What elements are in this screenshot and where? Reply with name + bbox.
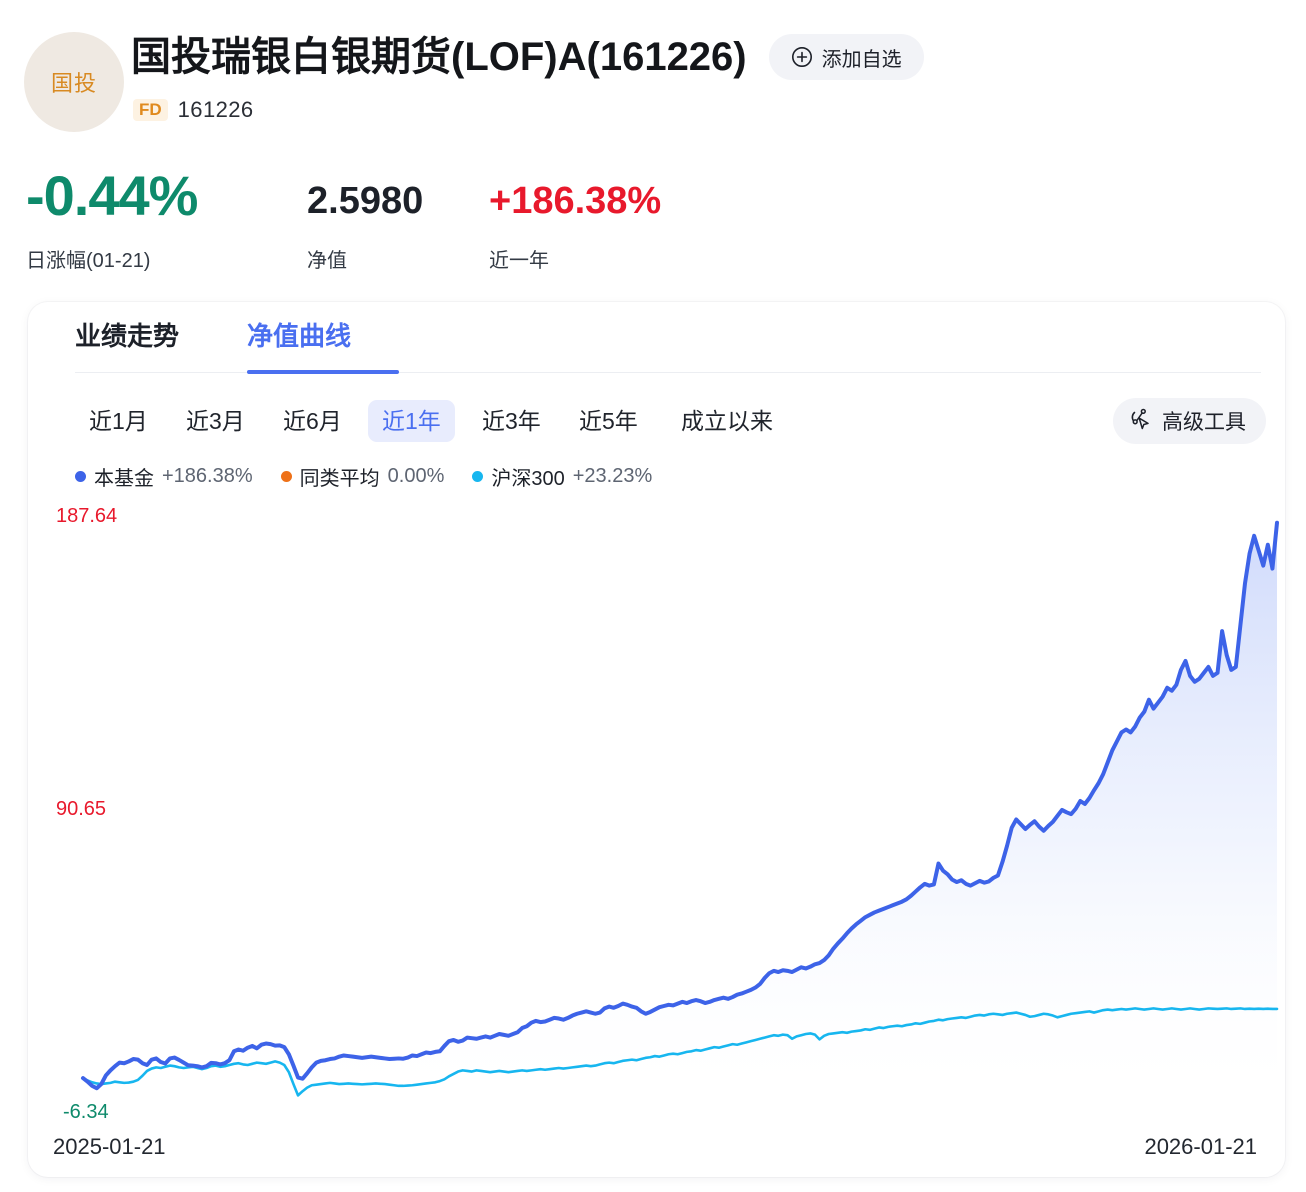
tab-performance-trend[interactable]: 业绩走势 (75, 321, 180, 351)
stat-one-year: +186.38% 近一年 (489, 182, 661, 273)
plus-circle-icon (791, 46, 813, 68)
legend-item-peer-average[interactable]: 同类平均 0.00% (280, 462, 445, 491)
period-3y[interactable]: 近3年 (482, 408, 541, 434)
key-stats: -0.44% 日涨幅(01-21) 2.5980 净值 +186.38% 近一年 (0, 160, 1306, 280)
advanced-tools-icon (1129, 406, 1153, 436)
stat-one-year-value: +186.38% (489, 180, 662, 222)
legend-item-csi300[interactable]: 沪深300 +23.23% (472, 462, 652, 491)
legend-item-fund[interactable]: 本基金 +186.38% (75, 462, 253, 491)
fund-area-fill (83, 522, 1277, 1097)
legend-value-peer-average: 0.00% (387, 465, 445, 487)
period-5y[interactable]: 近5年 (579, 408, 638, 434)
fund-company-avatar: 国投 (24, 32, 124, 132)
legend-dot-csi300 (472, 471, 484, 482)
y-axis-label-low: -6.34 (63, 1101, 109, 1123)
chart-legend: 本基金 +186.38% 同类平均 0.00% 沪深300 +23.23% (75, 462, 652, 491)
legend-value-fund: +186.38% (162, 465, 253, 487)
legend-label-peer-average: 同类平均 (299, 468, 380, 490)
legend-dot-fund (75, 471, 86, 482)
fund-code-row: FD 161226 (133, 97, 253, 123)
add-to-watchlist-button[interactable]: 添加自选 (768, 34, 924, 80)
page-title: 国投瑞银白银期货(LOF)A(161226) (131, 35, 747, 79)
page-header: 国投 国投瑞银白银期货(LOF)A(161226) 添加自选 FD 161226 (0, 0, 1306, 150)
x-axis-label-end: 2026-01-21 (1144, 1134, 1257, 1159)
csi300-line (81, 1007, 1279, 1097)
y-axis-label-high: 187.64 (56, 505, 118, 527)
advanced-tools-button[interactable]: 高级工具 (1113, 398, 1266, 444)
tab-nav-curve[interactable]: 净值曲线 (247, 321, 352, 351)
fund-code: 161226 (177, 97, 254, 122)
period-6m[interactable]: 近6月 (283, 408, 342, 434)
legend-dot-peer-average (280, 471, 292, 482)
tab-active-underline (247, 370, 399, 374)
period-selector: 近1月 近3月 近6月 近1年 近3年 近5年 成立以来 高级工具 (28, 398, 1285, 446)
stat-daily-change-label: 日涨幅(01-21) (26, 250, 151, 272)
nav-curve-chart[interactable]: 187.64 90.65 -6.34 2025-01-21 2026-01-21 (28, 497, 1285, 1177)
chart-tabs: 业绩走势 净值曲线 (28, 302, 1285, 370)
stat-nav: 2.5980 净值 (307, 182, 423, 273)
chart-plot-area[interactable] (28, 497, 1285, 1177)
stat-nav-value: 2.5980 (307, 180, 424, 222)
stat-daily-change: -0.44% 日涨幅(01-21) (26, 164, 198, 273)
period-1y[interactable]: 近1年 (368, 400, 455, 442)
legend-value-csi300: +23.23% (572, 465, 653, 487)
y-axis-label-middle: 90.65 (56, 798, 107, 820)
fund-line (81, 520, 1279, 1091)
tab-divider (75, 372, 1261, 373)
stat-daily-change-value: -0.44% (26, 164, 198, 227)
period-1m[interactable]: 近1月 (89, 408, 148, 434)
chart-card: 业绩走势 净值曲线 近1月 近3月 近6月 近1年 近3年 近5年 成立以来 (28, 302, 1285, 1177)
title-row: 国投瑞银白银期货(LOF)A(161226) 添加自选 (131, 30, 924, 84)
stat-one-year-label: 近一年 (489, 250, 549, 272)
add-to-watchlist-label: 添加自选 (821, 48, 902, 71)
avatar-label: 国投 (50, 71, 97, 96)
advanced-tools-label: 高级工具 (1162, 411, 1246, 434)
period-3m[interactable]: 近3月 (186, 408, 245, 434)
legend-label-fund: 本基金 (94, 468, 154, 490)
legend-label-csi300: 沪深300 (491, 468, 565, 490)
stat-nav-label: 净值 (307, 250, 347, 272)
x-axis-label-start: 2025-01-21 (53, 1134, 166, 1159)
fd-badge: FD (133, 99, 168, 121)
period-since-inception[interactable]: 成立以来 (681, 408, 773, 434)
